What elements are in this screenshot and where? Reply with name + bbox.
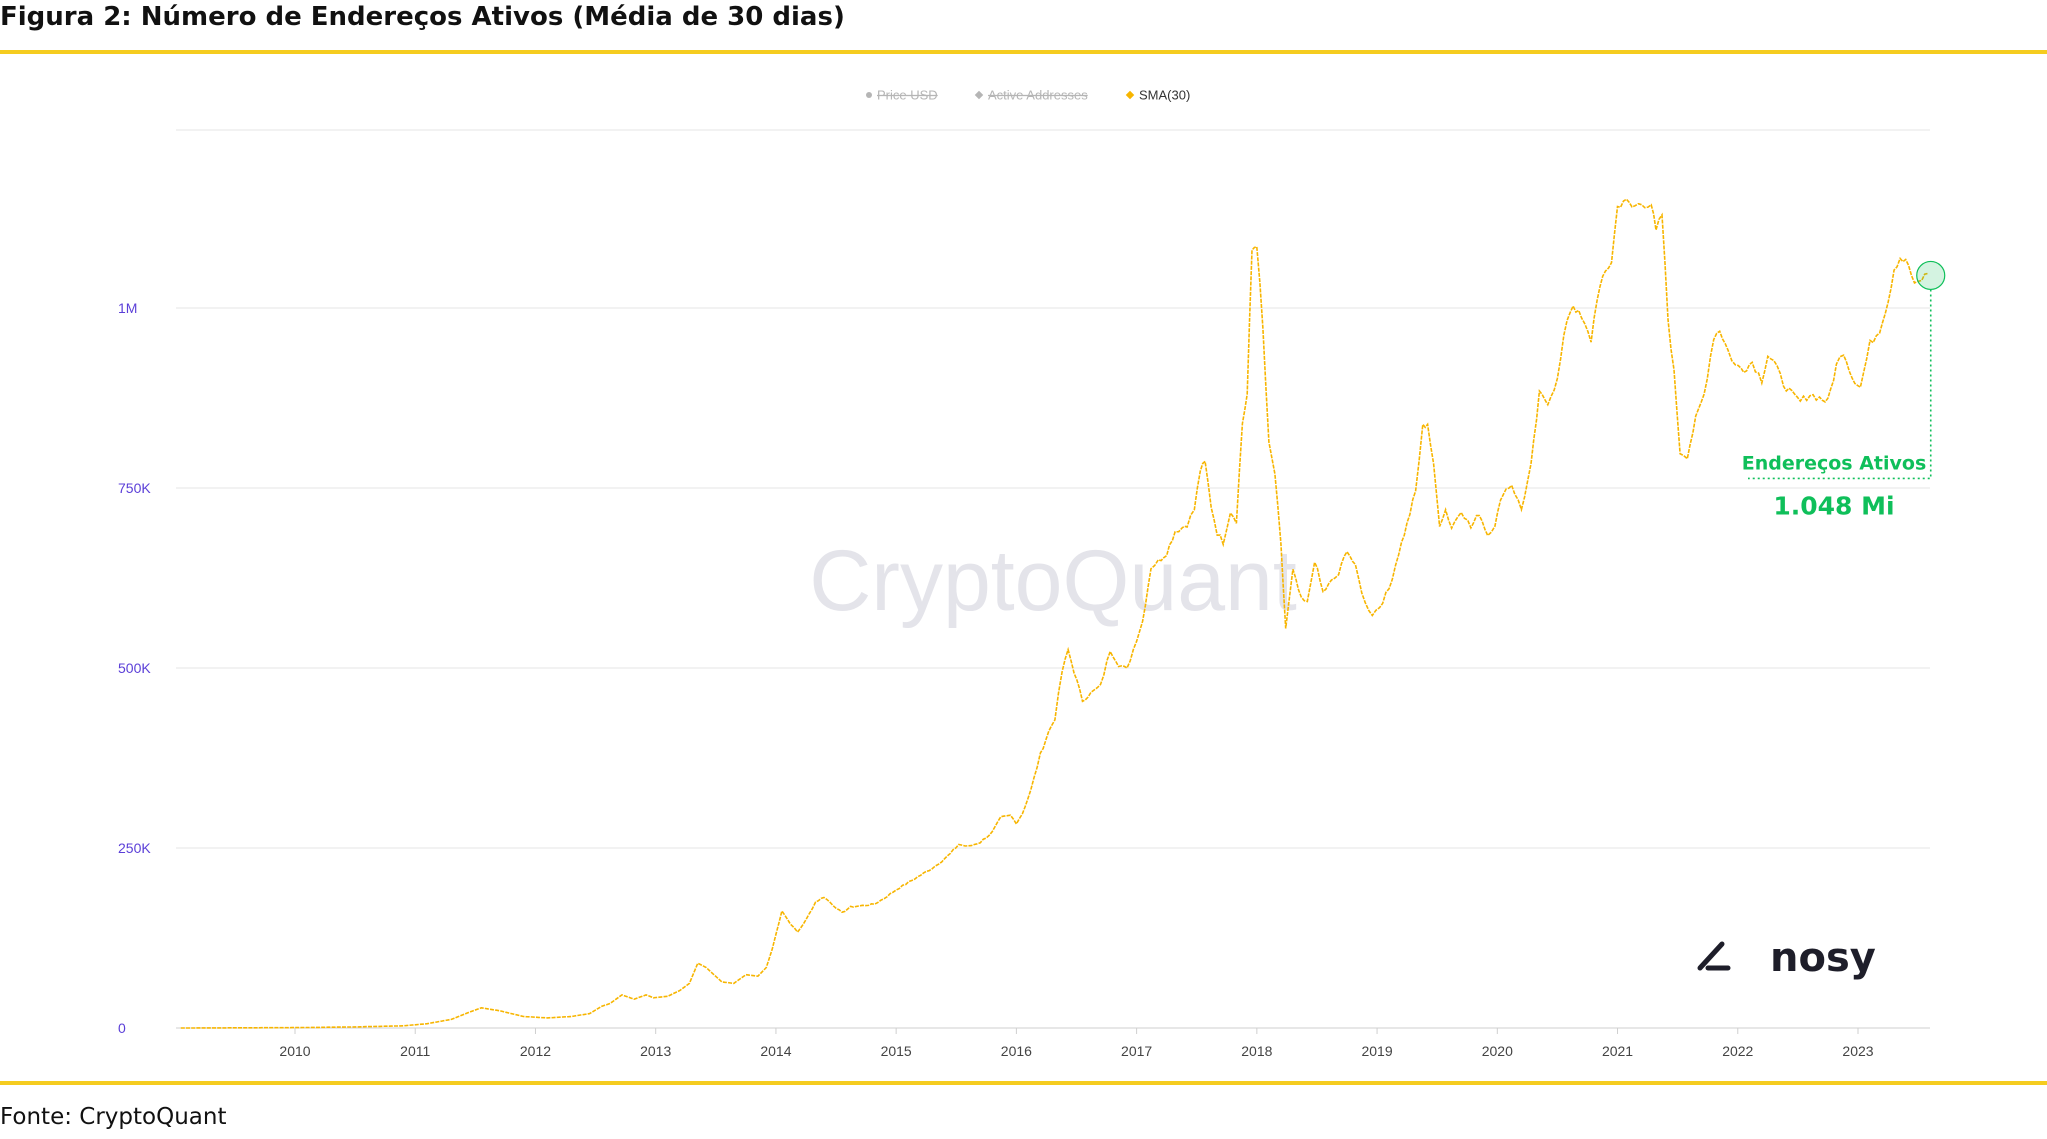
legend-label-sma30: SMA(30): [1139, 88, 1190, 103]
nosy-logo: nosy: [1697, 935, 1876, 981]
y-tick-label: 250K: [118, 840, 151, 856]
figure-source: Fonte: CryptoQuant: [0, 1104, 227, 1130]
active-addresses-chart: Price USD Active Addresses SMA(30) 0 250K…: [118, 88, 1946, 1059]
legend-item-active-addresses[interactable]: Active Addresses: [974, 88, 1088, 103]
annotation-label: Endereços Ativos: [1742, 452, 1927, 474]
x-tick-label: 2012: [520, 1043, 551, 1059]
x-tick-label: 2019: [1361, 1043, 1392, 1059]
annotation-leader-line: [1748, 289, 1932, 480]
y-tick-label: 500K: [118, 660, 151, 676]
latest-value-annotation: Endereços Ativos 1.048 Mi: [1742, 260, 1946, 520]
x-tick-label: 2010: [279, 1043, 310, 1059]
x-tick-label: 2014: [760, 1043, 791, 1059]
nosy-logo-text: nosy: [1770, 935, 1876, 981]
y-tick-label: 750K: [118, 480, 151, 496]
x-tick-label: 2023: [1842, 1043, 1873, 1059]
annotation-value: 1.048 Mi: [1773, 491, 1894, 520]
x-tick-label: 2020: [1482, 1043, 1513, 1059]
nosy-logo-icon: [1697, 941, 1731, 971]
y-tick-label: 0: [118, 1020, 126, 1036]
x-axis-ticks: 2010 2011 2012 2013 2014 2015 2016 2017 2018 2019…: [279, 1028, 1874, 1059]
x-tick-label: 2015: [881, 1043, 912, 1059]
x-tick-label: 2017: [1121, 1043, 1152, 1059]
bottom-divider: [0, 1081, 2047, 1085]
y-gridlines: [176, 307, 1930, 1029]
chart-legend: Price USD Active Addresses SMA(30): [866, 88, 1190, 103]
x-tick-label: 2013: [640, 1043, 671, 1059]
x-tick-label: 2016: [1001, 1043, 1032, 1059]
legend-item-sma30[interactable]: SMA(30): [1125, 88, 1191, 103]
legend-item-price-usd[interactable]: Price USD: [866, 88, 938, 103]
highlight-circle: [1916, 260, 1946, 291]
y-axis-ticks: 0 250K 500K 750K 1M: [118, 300, 151, 1036]
series-line-sma30: [180, 198, 1928, 1029]
legend-label-price-usd: Price USD: [877, 88, 938, 103]
legend-label-active-addresses: Active Addresses: [988, 88, 1088, 103]
x-tick-label: 2021: [1602, 1043, 1633, 1059]
x-tick-label: 2011: [400, 1043, 430, 1059]
watermark-text: CryptoQuant: [809, 533, 1297, 629]
y-tick-label: 1M: [118, 300, 137, 316]
x-tick-label: 2022: [1722, 1043, 1753, 1059]
x-tick-label: 2018: [1241, 1043, 1272, 1059]
top-divider: [0, 50, 2047, 54]
figure-title: Figura 2: Número de Endereços Ativos (Mé…: [0, 2, 845, 32]
